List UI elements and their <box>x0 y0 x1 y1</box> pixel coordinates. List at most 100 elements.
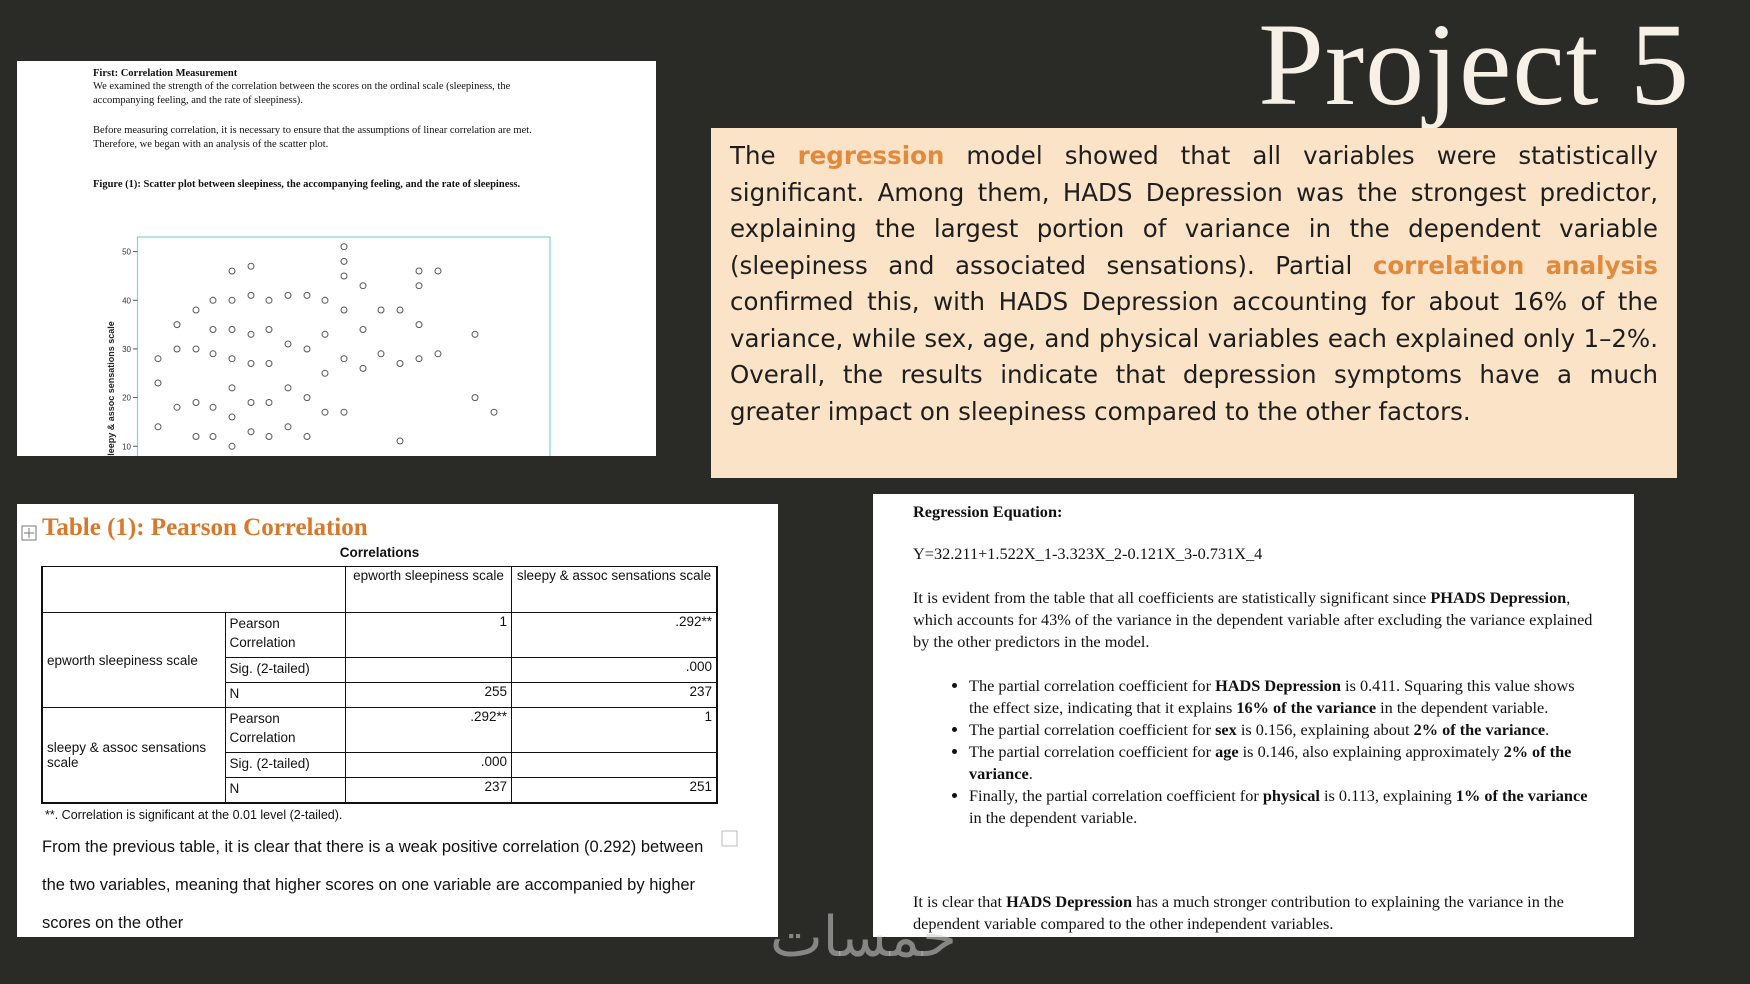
text-run: The <box>730 141 798 170</box>
y-axis-label: sleepy & assoc sensations scale <box>106 321 116 456</box>
regression-heading: Regression Equation: <box>913 502 1063 521</box>
bullet-item: The partial correlation coefficient for … <box>969 719 1598 741</box>
data-row: N 255 237 <box>42 682 718 708</box>
scatter-point <box>396 437 404 445</box>
scatter-point <box>173 321 181 329</box>
table-document: Table (1): Pearson Correlation Correlati… <box>17 504 778 937</box>
table-cell: 251 <box>511 777 718 804</box>
scatter-point <box>228 355 236 363</box>
scatter-points <box>154 243 498 450</box>
scatter-point <box>265 433 273 440</box>
scatter-point <box>247 360 255 367</box>
text-run: model showed that all variables were sta… <box>730 141 1658 280</box>
scatter-point <box>265 326 273 333</box>
bullet-item: The partial correlation coefficient for … <box>969 741 1598 785</box>
scatter-point <box>209 296 217 304</box>
scatter-point <box>209 350 217 358</box>
scatter-point <box>396 360 404 367</box>
table-cell: 237 <box>345 777 512 804</box>
doc-heading: First: Correlation Measurement <box>93 68 238 79</box>
y-tick-label: 40 <box>122 296 131 305</box>
bold-text: 1% of the variance <box>1455 786 1588 805</box>
summary-box: The regression model showed that all var… <box>711 128 1677 478</box>
caption-row: Correlations <box>42 544 717 567</box>
scatter-point <box>173 345 181 353</box>
y-tick-label: 30 <box>122 345 131 354</box>
scatter-point <box>265 296 273 304</box>
text-run: is 0.113, explaining <box>1319 786 1456 805</box>
scatter-point <box>228 413 236 421</box>
bold-text: physical <box>1262 786 1320 805</box>
header-row: epworth sleepiness scale sleepy & assoc s… <box>41 566 718 613</box>
scatter-point <box>228 267 236 275</box>
scatter-point <box>173 403 181 411</box>
scatter-point <box>415 321 423 329</box>
text-run: confirmed this, with HADS Depression acc… <box>730 287 1658 426</box>
table-title: Table (1): Pearson Correlation <box>42 514 368 541</box>
scatter-point <box>359 364 367 372</box>
scatter-point <box>154 423 162 431</box>
text-run: has a much stronger contribution to expl… <box>913 892 1564 933</box>
text-run: , which accounts for 43% of the variance… <box>913 588 1593 651</box>
bold-text: 16% of the variance <box>1236 698 1377 717</box>
text-run: The partial correlation coefficient for <box>969 742 1216 761</box>
y-tick-label: 20 <box>122 394 131 403</box>
correlation-table: Correlations epworth sleepiness scale slee… <box>40 544 718 804</box>
correlation-document: First: Correlation Measurement We examin… <box>17 61 656 456</box>
scatter-point <box>228 384 236 392</box>
scatter-point <box>209 326 217 333</box>
bold-text: age <box>1215 742 1239 761</box>
highlight-text: correlation analysis <box>1372 250 1659 280</box>
scatter-point <box>471 330 479 338</box>
text-run: The partial correlation coefficient for <box>969 676 1216 695</box>
regression-document: Regression Equation: Y=32.211+1.522X_1-3… <box>873 494 1634 937</box>
scatter-point <box>209 403 217 411</box>
scatter-point <box>340 306 348 314</box>
data-row: sleepy & assoc sensations scale Pearson C… <box>40 707 718 804</box>
bold-text: HADS Depression <box>1006 892 1133 911</box>
regression-intro: It is evident from the table that all co… <box>913 587 1598 653</box>
row-group-label: sleepy & assoc sensations scale <box>40 707 226 804</box>
stat-label: Sig. (2-tailed) <box>224 657 347 683</box>
regression-equation: Y=32.211+1.522X_1-3.323X_2-0.121X_3-0.73… <box>913 544 1263 563</box>
figure-caption: Figure (1): Scatter plot between sleepin… <box>93 179 521 190</box>
scatter-point <box>154 379 162 387</box>
scatter-point <box>303 345 311 353</box>
bold-text: PHADS Depression <box>1430 588 1567 607</box>
scatter-point <box>228 296 236 304</box>
scatter-point <box>228 442 236 450</box>
data-row: N 237 251 <box>42 777 718 804</box>
column-header: epworth sleepiness scale <box>345 566 512 613</box>
scatter-point <box>265 360 273 367</box>
bold-text: HADS Depression <box>1215 676 1341 695</box>
checkbox-widget <box>721 830 738 847</box>
table-cell: .000 <box>345 752 512 778</box>
table-paragraph: From the previous table, it is clear tha… <box>42 838 704 932</box>
stat-label: Pearson Correlation <box>224 707 347 753</box>
table-cell: .292** <box>345 707 512 753</box>
doc-paragraph: Before measuring correlation, it is nece… <box>93 125 532 150</box>
text-run: in the dependent variable. <box>1376 698 1549 717</box>
scatter-point <box>359 282 367 290</box>
text-run: is 0.411. Squaring this value shows the … <box>969 676 1575 717</box>
row-group-label: epworth sleepiness scale <box>40 612 226 708</box>
bullet-item: Finally, the partial correlation coeffic… <box>969 785 1598 829</box>
table-footnote: **. Correlation is significant at the 0.… <box>45 808 343 822</box>
scatter-point <box>471 394 479 402</box>
scatter-point <box>247 330 255 338</box>
table-caption: Correlations <box>42 544 717 567</box>
bold-text: 2% of the variance <box>1413 720 1546 739</box>
text-run: It is evident from the table that all co… <box>913 588 1431 607</box>
doc-paragraph: We examined the strength of the correlat… <box>93 81 511 106</box>
scatter-point <box>209 433 217 440</box>
table-move-handle <box>21 525 37 541</box>
y-tick-label: 50 <box>122 248 131 257</box>
regression-conclusion: It is clear that HADS Depression has a m… <box>913 891 1598 935</box>
text-run: in the dependent variable. <box>969 808 1138 827</box>
scatter-point <box>303 433 311 440</box>
text-run: is 0.156, explaining about <box>1236 720 1414 739</box>
scatter-point <box>247 291 255 299</box>
stat-label: Pearson Correlation <box>224 612 347 658</box>
scatter-point <box>434 267 442 275</box>
scatter-point <box>192 345 200 353</box>
